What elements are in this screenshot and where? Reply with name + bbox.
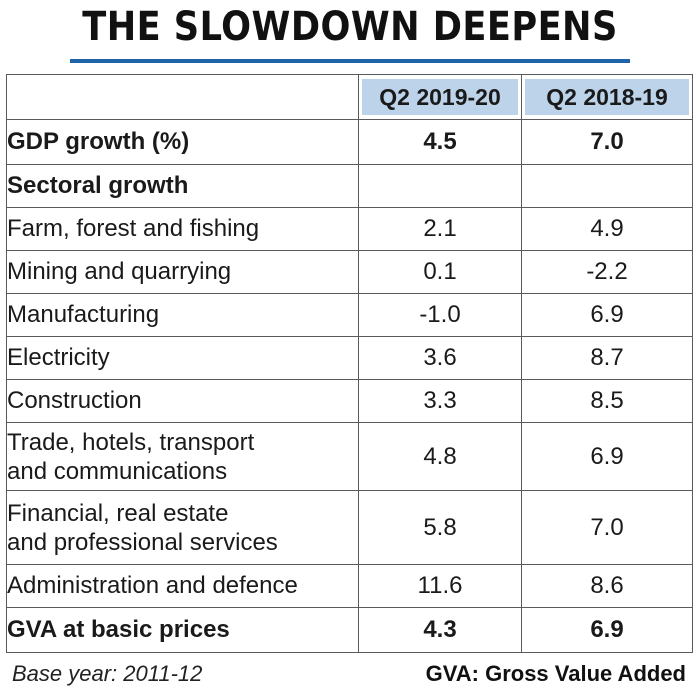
table-row: Electricity 3.6 8.7 [6, 336, 693, 380]
row-label: Manufacturing [6, 293, 359, 337]
cell-q2-2018-19: 6.9 [521, 293, 693, 337]
row-label-line-2: and professional services [7, 528, 278, 556]
row-label: Farm, forest and fishing [6, 207, 359, 251]
cell-q2-2019-20: 4.3 [358, 607, 522, 653]
cell-q2-2018-19: 7.0 [521, 119, 693, 165]
header-cell-q2-2018-19: Q2 2018-19 [521, 74, 693, 120]
row-label: Construction [6, 379, 359, 423]
cell-q2-2019-20 [358, 164, 522, 208]
cell-q2-2019-20: 5.8 [358, 490, 522, 565]
cell-q2-2019-20: 2.1 [358, 207, 522, 251]
cell-q2-2019-20: -1.0 [358, 293, 522, 337]
header-cell-empty [6, 74, 359, 120]
cell-q2-2018-19: 8.5 [521, 379, 693, 423]
header-cell-q2-2019-20: Q2 2019-20 [358, 74, 522, 120]
row-label: GDP growth (%) [6, 119, 359, 165]
row-label-line-1: Trade, hotels, transport [7, 428, 255, 456]
table-header-row: Q2 2019-20 Q2 2018-19 [6, 74, 693, 120]
cell-q2-2019-20: 4.5 [358, 119, 522, 165]
cell-q2-2018-19: 8.6 [521, 564, 693, 608]
cell-q2-2018-19: 8.7 [521, 336, 693, 380]
title-underline [70, 59, 630, 63]
cell-q2-2019-20: 0.1 [358, 250, 522, 294]
row-label: Financial, real estate and professional … [6, 490, 359, 565]
row-label-line-2: and communications [7, 457, 228, 485]
table-row: Construction 3.3 8.5 [6, 379, 693, 423]
row-label: Mining and quarrying [6, 250, 359, 294]
cell-q2-2018-19: 7.0 [521, 490, 693, 565]
row-label: GVA at basic prices [6, 607, 359, 653]
base-year-note: Base year: 2011-12 [12, 661, 203, 686]
row-label-line-1: Financial, real estate [7, 499, 229, 527]
growth-table: Q2 2019-20 Q2 2018-19 GDP growth (%) 4.5… [6, 74, 693, 653]
cell-q2-2018-19: 6.9 [521, 607, 693, 653]
cell-q2-2018-19: -2.2 [521, 250, 693, 294]
cell-q2-2019-20: 4.8 [358, 422, 522, 491]
chart-title: THE SLOWDOWN DEEPENS [82, 4, 618, 50]
row-label: Electricity [6, 336, 359, 380]
table-row: Sectoral growth [6, 164, 693, 208]
cell-q2-2019-20: 11.6 [358, 564, 522, 608]
table-row: Financial, real estate and professional … [6, 490, 693, 565]
gva-definition-note: GVA: Gross Value Added [425, 661, 686, 686]
table-row: Administration and defence 11.6 8.6 [6, 564, 693, 608]
cell-q2-2019-20: 3.6 [358, 336, 522, 380]
column-header-q2-2018-19: Q2 2018-19 [525, 79, 689, 115]
cell-q2-2019-20: 3.3 [358, 379, 522, 423]
table-row: Mining and quarrying 0.1 -2.2 [6, 250, 693, 294]
row-label: Sectoral growth [6, 164, 359, 208]
row-label: Trade, hotels, transport and communicati… [6, 422, 359, 491]
cell-q2-2018-19 [521, 164, 693, 208]
column-header-q2-2019-20: Q2 2019-20 [362, 79, 518, 115]
table-row: GVA at basic prices 4.3 6.9 [6, 607, 693, 653]
table-row: GDP growth (%) 4.5 7.0 [6, 119, 693, 165]
row-label: Administration and defence [6, 564, 359, 608]
table-row: Farm, forest and fishing 2.1 4.9 [6, 207, 693, 251]
cell-q2-2018-19: 4.9 [521, 207, 693, 251]
table-row: Trade, hotels, transport and communicati… [6, 422, 693, 491]
table-row: Manufacturing -1.0 6.9 [6, 293, 693, 337]
cell-q2-2018-19: 6.9 [521, 422, 693, 491]
